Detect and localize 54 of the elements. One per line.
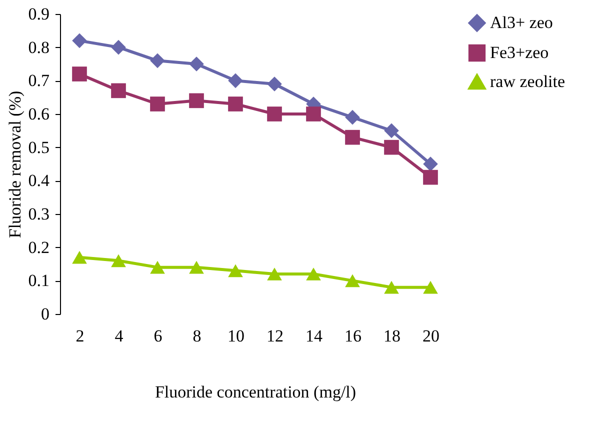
point: [150, 96, 165, 112]
x-tick-label: 14: [306, 326, 323, 346]
point: [111, 40, 126, 55]
x-tick-label: 6: [154, 326, 162, 346]
point: [189, 56, 204, 72]
y-tick-label: 0.9: [28, 4, 50, 24]
point: [72, 250, 87, 264]
point: [423, 156, 438, 172]
x-tick-label: 12: [266, 326, 284, 346]
y-tick-label: 0.1: [28, 271, 50, 290]
x-tick-label: 20: [422, 326, 440, 346]
y-tick-label: 0: [41, 304, 50, 324]
point: [345, 130, 360, 145]
point: [267, 268, 282, 280]
point: [384, 123, 399, 138]
point: [228, 73, 243, 88]
x-tick-label: 2: [76, 326, 84, 346]
x-tick-label: 18: [384, 326, 400, 346]
point: [111, 83, 126, 98]
point: [384, 280, 399, 294]
point: [150, 53, 165, 68]
point: [189, 260, 204, 274]
y-tick-label: 0.2: [28, 238, 50, 257]
x-tick-label: 8: [192, 326, 202, 346]
y-tick-label: 0.8: [28, 38, 50, 57]
x-tick-label: 16: [344, 326, 362, 346]
point: [384, 140, 399, 155]
point: [72, 33, 87, 48]
point: [423, 170, 438, 185]
y-tick-label: 0.3: [28, 204, 50, 224]
point: [345, 110, 360, 125]
point: [267, 106, 282, 122]
legend-label: raw zeolite: [490, 72, 566, 91]
legend-label: Al3+ zeo: [490, 13, 553, 32]
legend-label: Fe3+zeo: [490, 43, 549, 62]
y-tick-label: 0.7: [28, 71, 50, 90]
x-axis-title: Fluoride concentration (mg/l): [154, 382, 356, 402]
point: [267, 76, 282, 92]
point: [189, 93, 204, 108]
point: [228, 96, 243, 112]
point: [72, 66, 87, 82]
point: [150, 260, 165, 274]
point: [111, 254, 126, 268]
y-tick-label: 0.4: [28, 171, 50, 190]
point: [228, 264, 243, 278]
point: [345, 274, 360, 288]
point: [423, 280, 438, 294]
x-tick-label: 4: [114, 326, 124, 346]
y-axis-title: Fluoride removal (%): [5, 90, 24, 238]
x-tick-label: 10: [228, 326, 244, 346]
y-tick-label: 0.6: [28, 104, 50, 124]
point: [306, 106, 321, 122]
y-tick-label: 0.5: [28, 138, 50, 157]
point: [306, 268, 321, 280]
